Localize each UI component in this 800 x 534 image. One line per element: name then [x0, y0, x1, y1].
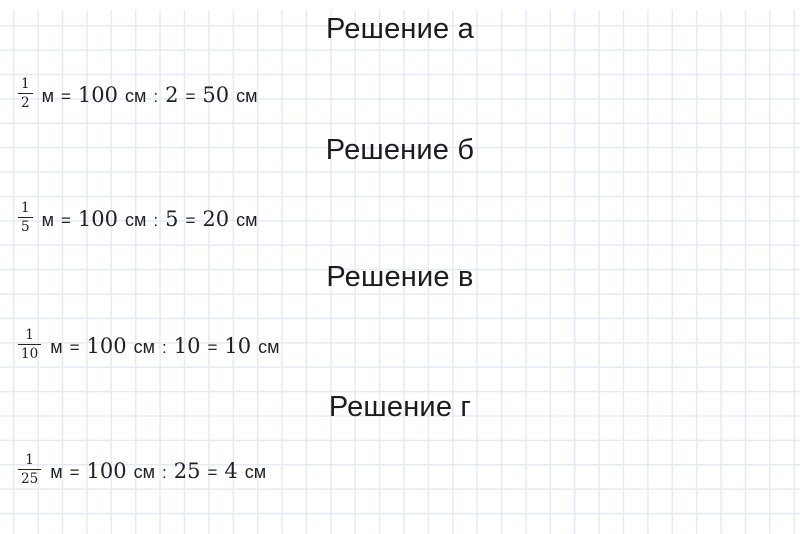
unit-meter: м [41, 86, 54, 106]
fraction-denominator: 10 [18, 344, 42, 362]
fraction-numerator: 1 [21, 76, 30, 92]
result-value: 4 [224, 459, 238, 483]
solution-section-v: Решение в 1 10 м = 100 см : 10 = 10 см [0, 258, 800, 363]
solution-heading: Решение в [326, 261, 474, 293]
equals-sign: = [60, 211, 71, 230]
value-100: 100 [77, 207, 118, 231]
fraction: 1 10 [18, 327, 42, 362]
equals-sign: = [69, 338, 80, 357]
solution-equation: 1 25 м = 100 см : 25 = 4 см [0, 452, 800, 488]
fraction-numerator: 1 [25, 327, 34, 343]
solution-heading: Решение г [328, 391, 472, 423]
unit-cm: см [236, 86, 258, 106]
value-100: 100 [77, 83, 118, 107]
fraction: 1 25 [18, 452, 42, 487]
fraction-numerator: 1 [21, 200, 30, 216]
equals-sign: = [69, 463, 80, 482]
result-value: 20 [202, 207, 230, 231]
fraction-denominator: 5 [18, 217, 33, 235]
unit-cm: см [244, 462, 267, 482]
division-colon: : [161, 463, 167, 482]
equals-sign: = [185, 211, 196, 230]
solution-heading: Решение а [326, 13, 474, 45]
value-100: 100 [86, 459, 127, 483]
unit-cm: см [133, 462, 155, 482]
unit-cm: см [133, 337, 155, 357]
fraction: 1 5 [18, 201, 33, 235]
unit-cm: см [125, 86, 147, 106]
result-value: 10 [224, 334, 252, 358]
equals-sign: = [60, 87, 71, 106]
unit-meter: м [41, 210, 54, 230]
value-100: 100 [86, 334, 127, 358]
result-value: 50 [202, 83, 230, 107]
fraction-numerator: 1 [25, 452, 34, 468]
divisor-value: 10 [173, 334, 201, 358]
solution-section-b: Решение б 1 5 м = 100 см : 5 = 20 см [0, 131, 800, 236]
unit-cm: см [125, 210, 147, 230]
solution-heading: Решение б [325, 134, 475, 166]
fraction: 1 2 [18, 77, 33, 111]
equals-sign: = [207, 338, 218, 357]
divisor-value: 5 [165, 207, 179, 231]
grid-paper-page: Решение а 1 2 м = 100 см : 2 = 50 см Реш… [0, 10, 800, 534]
solution-equation: 1 10 м = 100 см : 10 = 10 см [0, 327, 800, 363]
solution-section-g: Решение г 1 25 м = 100 см : 25 = 4 см [0, 388, 800, 488]
fraction-denominator: 25 [18, 469, 42, 487]
unit-cm: см [236, 210, 258, 230]
solution-section-a: Решение а 1 2 м = 100 см : 2 = 50 см [0, 10, 800, 112]
division-colon: : [153, 87, 159, 106]
fraction-denominator: 2 [18, 93, 33, 111]
divisor-value: 25 [173, 459, 201, 483]
equals-sign: = [185, 87, 196, 106]
division-colon: : [161, 338, 167, 357]
solution-equation: 1 5 м = 100 см : 5 = 20 см [0, 201, 800, 236]
division-colon: : [153, 211, 159, 230]
unit-meter: м [50, 337, 63, 357]
unit-meter: м [50, 462, 63, 482]
unit-cm: см [258, 337, 280, 357]
solution-equation: 1 2 м = 100 см : 2 = 50 см [0, 77, 800, 112]
equals-sign: = [207, 463, 218, 482]
divisor-value: 2 [165, 83, 179, 107]
